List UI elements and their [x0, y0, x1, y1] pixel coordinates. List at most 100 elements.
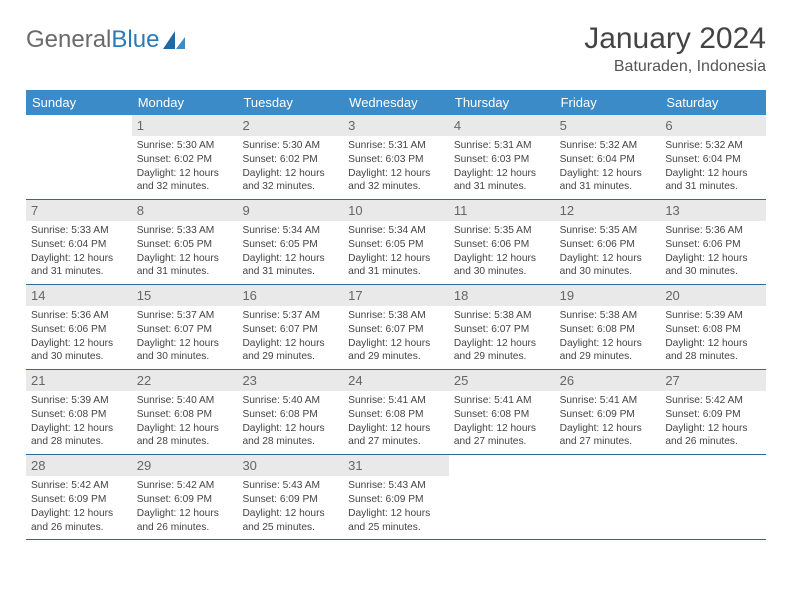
day-cell: 18Sunrise: 5:38 AMSunset: 6:07 PMDayligh… — [449, 285, 555, 369]
day-cell: 4Sunrise: 5:31 AMSunset: 6:03 PMDaylight… — [449, 115, 555, 199]
day-number: 12 — [555, 200, 661, 221]
day-info: Sunrise: 5:32 AMSunset: 6:04 PMDaylight:… — [660, 136, 766, 199]
day-info: Sunrise: 5:43 AMSunset: 6:09 PMDaylight:… — [237, 476, 343, 539]
day-cell: 30Sunrise: 5:43 AMSunset: 6:09 PMDayligh… — [237, 455, 343, 539]
day-number: 29 — [132, 455, 238, 476]
day-info: Sunrise: 5:32 AMSunset: 6:04 PMDaylight:… — [555, 136, 661, 199]
day-info: Sunrise: 5:37 AMSunset: 6:07 PMDaylight:… — [132, 306, 238, 369]
day-info: Sunrise: 5:34 AMSunset: 6:05 PMDaylight:… — [237, 221, 343, 284]
day-cell: 20Sunrise: 5:39 AMSunset: 6:08 PMDayligh… — [660, 285, 766, 369]
day-number: 26 — [555, 370, 661, 391]
day-info: Sunrise: 5:36 AMSunset: 6:06 PMDaylight:… — [660, 221, 766, 284]
day-number: 22 — [132, 370, 238, 391]
logo-text-general: General — [26, 26, 111, 54]
day-of-week-header: Wednesday — [343, 90, 449, 115]
day-info: Sunrise: 5:36 AMSunset: 6:06 PMDaylight:… — [26, 306, 132, 369]
day-cell: 7Sunrise: 5:33 AMSunset: 6:04 PMDaylight… — [26, 200, 132, 284]
day-info: Sunrise: 5:31 AMSunset: 6:03 PMDaylight:… — [343, 136, 449, 199]
day-cell: 31Sunrise: 5:43 AMSunset: 6:09 PMDayligh… — [343, 455, 449, 539]
day-info: Sunrise: 5:40 AMSunset: 6:08 PMDaylight:… — [237, 391, 343, 454]
day-info: Sunrise: 5:43 AMSunset: 6:09 PMDaylight:… — [343, 476, 449, 539]
day-info: Sunrise: 5:35 AMSunset: 6:06 PMDaylight:… — [555, 221, 661, 284]
day-cell: 12Sunrise: 5:35 AMSunset: 6:06 PMDayligh… — [555, 200, 661, 284]
day-cell: 16Sunrise: 5:37 AMSunset: 6:07 PMDayligh… — [237, 285, 343, 369]
day-number: 7 — [26, 200, 132, 221]
day-info: Sunrise: 5:40 AMSunset: 6:08 PMDaylight:… — [132, 391, 238, 454]
day-cell: 26Sunrise: 5:41 AMSunset: 6:09 PMDayligh… — [555, 370, 661, 454]
day-cell: 29Sunrise: 5:42 AMSunset: 6:09 PMDayligh… — [132, 455, 238, 539]
day-cell: 11Sunrise: 5:35 AMSunset: 6:06 PMDayligh… — [449, 200, 555, 284]
day-number: 11 — [449, 200, 555, 221]
day-of-week-row: SundayMondayTuesdayWednesdayThursdayFrid… — [26, 90, 766, 115]
day-cell: 23Sunrise: 5:40 AMSunset: 6:08 PMDayligh… — [237, 370, 343, 454]
day-info: Sunrise: 5:35 AMSunset: 6:06 PMDaylight:… — [449, 221, 555, 284]
day-info: Sunrise: 5:41 AMSunset: 6:09 PMDaylight:… — [555, 391, 661, 454]
weeks-container: 1Sunrise: 5:30 AMSunset: 6:02 PMDaylight… — [26, 115, 766, 540]
day-cell: 27Sunrise: 5:42 AMSunset: 6:09 PMDayligh… — [660, 370, 766, 454]
day-cell: 25Sunrise: 5:41 AMSunset: 6:08 PMDayligh… — [449, 370, 555, 454]
day-number: 9 — [237, 200, 343, 221]
day-number: 13 — [660, 200, 766, 221]
day-of-week-header: Monday — [132, 90, 238, 115]
calendar-page: GeneralBlue January 2024 Baturaden, Indo… — [0, 0, 792, 560]
day-info: Sunrise: 5:31 AMSunset: 6:03 PMDaylight:… — [449, 136, 555, 199]
day-cell: 6Sunrise: 5:32 AMSunset: 6:04 PMDaylight… — [660, 115, 766, 199]
day-info: Sunrise: 5:34 AMSunset: 6:05 PMDaylight:… — [343, 221, 449, 284]
day-number: 3 — [343, 115, 449, 136]
day-number: 16 — [237, 285, 343, 306]
day-cell: 3Sunrise: 5:31 AMSunset: 6:03 PMDaylight… — [343, 115, 449, 199]
day-number: 24 — [343, 370, 449, 391]
month-title: January 2024 — [584, 22, 766, 56]
day-info: Sunrise: 5:30 AMSunset: 6:02 PMDaylight:… — [132, 136, 238, 199]
day-info: Sunrise: 5:41 AMSunset: 6:08 PMDaylight:… — [449, 391, 555, 454]
day-info: Sunrise: 5:39 AMSunset: 6:08 PMDaylight:… — [660, 306, 766, 369]
day-number: 6 — [660, 115, 766, 136]
day-cell: 15Sunrise: 5:37 AMSunset: 6:07 PMDayligh… — [132, 285, 238, 369]
day-info: Sunrise: 5:33 AMSunset: 6:04 PMDaylight:… — [26, 221, 132, 284]
day-cell: 5Sunrise: 5:32 AMSunset: 6:04 PMDaylight… — [555, 115, 661, 199]
day-cell — [26, 115, 132, 199]
day-cell: 14Sunrise: 5:36 AMSunset: 6:06 PMDayligh… — [26, 285, 132, 369]
week-row: 7Sunrise: 5:33 AMSunset: 6:04 PMDaylight… — [26, 200, 766, 285]
day-cell: 1Sunrise: 5:30 AMSunset: 6:02 PMDaylight… — [132, 115, 238, 199]
day-cell: 2Sunrise: 5:30 AMSunset: 6:02 PMDaylight… — [237, 115, 343, 199]
day-number: 25 — [449, 370, 555, 391]
day-info: Sunrise: 5:42 AMSunset: 6:09 PMDaylight:… — [132, 476, 238, 539]
day-cell — [449, 455, 555, 539]
day-info: Sunrise: 5:38 AMSunset: 6:08 PMDaylight:… — [555, 306, 661, 369]
day-info: Sunrise: 5:42 AMSunset: 6:09 PMDaylight:… — [26, 476, 132, 539]
day-info: Sunrise: 5:37 AMSunset: 6:07 PMDaylight:… — [237, 306, 343, 369]
week-row: 1Sunrise: 5:30 AMSunset: 6:02 PMDaylight… — [26, 115, 766, 200]
day-number: 5 — [555, 115, 661, 136]
day-number: 17 — [343, 285, 449, 306]
day-number: 2 — [237, 115, 343, 136]
day-number: 4 — [449, 115, 555, 136]
day-of-week-header: Thursday — [449, 90, 555, 115]
day-of-week-header: Tuesday — [237, 90, 343, 115]
week-row: 28Sunrise: 5:42 AMSunset: 6:09 PMDayligh… — [26, 455, 766, 540]
day-number: 23 — [237, 370, 343, 391]
day-cell: 13Sunrise: 5:36 AMSunset: 6:06 PMDayligh… — [660, 200, 766, 284]
day-number: 27 — [660, 370, 766, 391]
day-info: Sunrise: 5:42 AMSunset: 6:09 PMDaylight:… — [660, 391, 766, 454]
day-cell: 19Sunrise: 5:38 AMSunset: 6:08 PMDayligh… — [555, 285, 661, 369]
day-info: Sunrise: 5:38 AMSunset: 6:07 PMDaylight:… — [449, 306, 555, 369]
day-info: Sunrise: 5:39 AMSunset: 6:08 PMDaylight:… — [26, 391, 132, 454]
day-cell — [555, 455, 661, 539]
day-info: Sunrise: 5:33 AMSunset: 6:05 PMDaylight:… — [132, 221, 238, 284]
day-of-week-header: Saturday — [660, 90, 766, 115]
day-number: 28 — [26, 455, 132, 476]
day-cell — [660, 455, 766, 539]
day-number: 20 — [660, 285, 766, 306]
title-block: January 2024 Baturaden, Indonesia — [584, 22, 766, 76]
logo-sail-icon — [161, 29, 187, 51]
day-cell: 24Sunrise: 5:41 AMSunset: 6:08 PMDayligh… — [343, 370, 449, 454]
day-number: 10 — [343, 200, 449, 221]
week-row: 21Sunrise: 5:39 AMSunset: 6:08 PMDayligh… — [26, 370, 766, 455]
header: GeneralBlue January 2024 Baturaden, Indo… — [26, 22, 766, 76]
week-row: 14Sunrise: 5:36 AMSunset: 6:06 PMDayligh… — [26, 285, 766, 370]
day-cell: 28Sunrise: 5:42 AMSunset: 6:09 PMDayligh… — [26, 455, 132, 539]
day-cell: 8Sunrise: 5:33 AMSunset: 6:05 PMDaylight… — [132, 200, 238, 284]
day-number: 30 — [237, 455, 343, 476]
day-info: Sunrise: 5:41 AMSunset: 6:08 PMDaylight:… — [343, 391, 449, 454]
